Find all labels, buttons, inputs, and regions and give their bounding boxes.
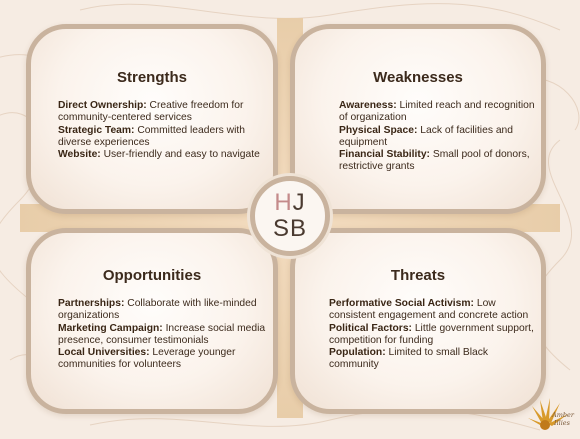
list-item: Website: User-friendly and easy to navig… (58, 149, 266, 161)
item-text: Leverage younger communities for volunte… (58, 347, 236, 371)
list-item: Population: Limited to small Black commu… (329, 347, 539, 372)
item-label: Awareness: (339, 100, 397, 111)
item-label: Performative Social Activism: (329, 298, 474, 309)
item-label: Website: (58, 149, 101, 161)
item-text: Collaborate with like-minded organizatio… (58, 298, 257, 322)
sunburst-icon (528, 398, 568, 430)
strengths-list: Direct Ownership: Creative freedom for c… (58, 100, 266, 161)
list-item: Awareness: Limited reach and recognition… (339, 100, 539, 125)
hjsb-logo: HJ SB (250, 176, 330, 256)
item-label: Marketing Campaign: (58, 322, 163, 334)
item-text: User-friendly and easy to navigate (100, 149, 260, 161)
item-text: Limited reach and recognition of organiz… (339, 100, 535, 124)
list-item: Performative Social Activism: Low consis… (329, 298, 539, 323)
item-label: Physical Space: (339, 124, 418, 136)
opportunities-title: Opportunities (102, 267, 202, 284)
item-text: Lack of facilities and equipment (339, 124, 514, 148)
logo-line-bottom: SB (255, 217, 325, 241)
amber-lillies-logo: Amber Illies (528, 394, 576, 434)
item-text: Small pool of donors, restrictive grants (339, 149, 530, 173)
logo-line-top: HJ (255, 191, 325, 215)
list-item: Direct Ownership: Creative freedom for c… (58, 100, 266, 125)
item-text: Committed leaders with diverse experienc… (58, 124, 245, 148)
weaknesses-list: Awareness: Limited reach and recognition… (339, 100, 539, 174)
list-item: Partnerships: Collaborate with like-mind… (58, 298, 270, 323)
list-item: Marketing Campaign: Increase social medi… (58, 323, 270, 348)
logo-letter-j: J (292, 189, 306, 216)
opportunities-card: Opportunities Partnerships: Collaborate … (26, 228, 278, 414)
list-item: Political Factors: Little government sup… (329, 323, 539, 348)
item-text: Limited to small Black community (329, 347, 489, 371)
item-label: Strategic Team: (58, 124, 135, 136)
list-item: Physical Space: Lack of facilities and e… (339, 125, 539, 150)
threats-list: Performative Social Activism: Low consis… (329, 298, 539, 372)
list-item: Strategic Team: Committed leaders with d… (58, 125, 266, 150)
item-label: Direct Ownership: (58, 100, 147, 111)
list-item: Financial Stability: Small pool of donor… (339, 149, 539, 174)
item-text: Little government support, competition f… (329, 322, 534, 346)
item-label: Partnerships: (58, 298, 125, 309)
weaknesses-title: Weaknesses (373, 69, 463, 86)
brand-line2: Illies (554, 419, 570, 427)
item-label: Political Factors: (329, 322, 412, 334)
item-text: Low consistent engagement and concrete a… (329, 298, 529, 322)
opportunities-list: Partnerships: Collaborate with like-mind… (58, 298, 270, 372)
logo-letter-s: S (272, 215, 290, 242)
weaknesses-card: Weaknesses Awareness: Limited reach and … (290, 24, 546, 214)
item-label: Financial Stability: (339, 149, 430, 161)
strengths-card: Strengths Direct Ownership: Creative fre… (26, 24, 278, 214)
brand-line1: Amber (552, 411, 574, 419)
item-label: Population: (329, 347, 386, 359)
item-label: Local Universities: (58, 347, 150, 359)
item-text: Creative freedom for community-centered … (58, 100, 244, 124)
logo-letter-h: H (274, 189, 293, 216)
item-text: Increase social media presence, consumer… (58, 322, 266, 346)
threats-title: Threats (390, 267, 446, 284)
threats-card: Threats Performative Social Activism: Lo… (290, 228, 546, 414)
strengths-title: Strengths (116, 69, 187, 86)
logo-letter-b: B (290, 215, 308, 242)
list-item: Local Universities: Leverage younger com… (58, 347, 270, 372)
